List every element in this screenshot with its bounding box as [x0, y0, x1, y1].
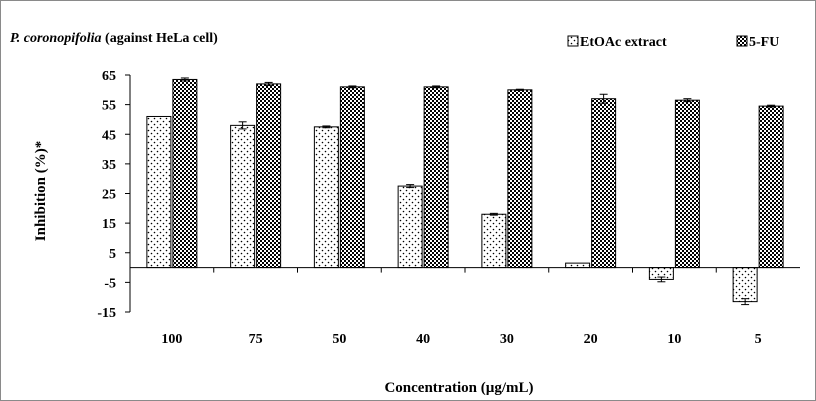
x-tick-label: 10 — [667, 332, 681, 347]
legend: EtOAc extract 5-FU — [567, 35, 779, 50]
bar-etoac — [565, 262, 591, 269]
bar-5fu — [256, 83, 282, 269]
bar-etoac — [313, 126, 339, 269]
bar-5fu — [339, 86, 365, 269]
bar-5fu — [758, 105, 784, 269]
bar-5fu — [507, 89, 533, 269]
x-tick-label: 100 — [161, 332, 182, 347]
y-tick-label: 25 — [102, 188, 116, 203]
y-axis-ticks: 65 55 45 35 25 15 5 -5 -15 — [97, 69, 130, 321]
bar-5fu — [674, 99, 700, 269]
y-tick-label: 45 — [102, 128, 116, 143]
x-axis-ticks: 100 75 50 40 30 20 10 5 — [161, 267, 762, 347]
y-axis-title: Inhibition (%)* — [33, 141, 49, 241]
x-tick-label: 75 — [249, 332, 263, 347]
bar-5fu — [172, 78, 198, 269]
legend-swatch-5fu — [736, 35, 748, 47]
bar-etoac — [481, 213, 507, 269]
x-tick-label: 40 — [416, 332, 430, 347]
chart-title: P. coronopifolia (against HeLa cell) — [10, 31, 218, 46]
x-tick-label: 20 — [584, 332, 598, 347]
y-tick-label: 5 — [109, 247, 116, 262]
bar-etoac — [732, 267, 758, 303]
x-axis-title: Concentration (µg/mL) — [384, 380, 533, 396]
x-tick-label: 50 — [332, 332, 346, 347]
x-tick-label: 30 — [500, 332, 514, 347]
legend-label-5fu: 5-FU — [749, 35, 779, 50]
bar-etoac — [230, 124, 256, 269]
y-tick-label: 65 — [102, 69, 116, 84]
axes — [129, 75, 800, 312]
legend-swatch-etoac — [567, 35, 579, 47]
chart-title-rest: (against HeLa cell) — [102, 31, 219, 46]
chart-title-italic: P. coronopifolia — [10, 31, 102, 46]
y-tick-label: 55 — [102, 99, 116, 114]
bar-etoac — [397, 185, 423, 269]
legend-label-etoac: EtOAc extract — [580, 35, 667, 50]
x-tick-label: 5 — [755, 332, 762, 347]
y-tick-label: -5 — [104, 276, 116, 291]
y-tick-label: 15 — [102, 217, 116, 232]
y-tick-label: 35 — [102, 158, 116, 173]
bar-etoac — [146, 115, 172, 269]
y-tick-label: -15 — [97, 306, 116, 321]
bar-5fu — [591, 98, 617, 269]
bars-group — [146, 77, 784, 306]
bar-5fu — [423, 86, 449, 269]
